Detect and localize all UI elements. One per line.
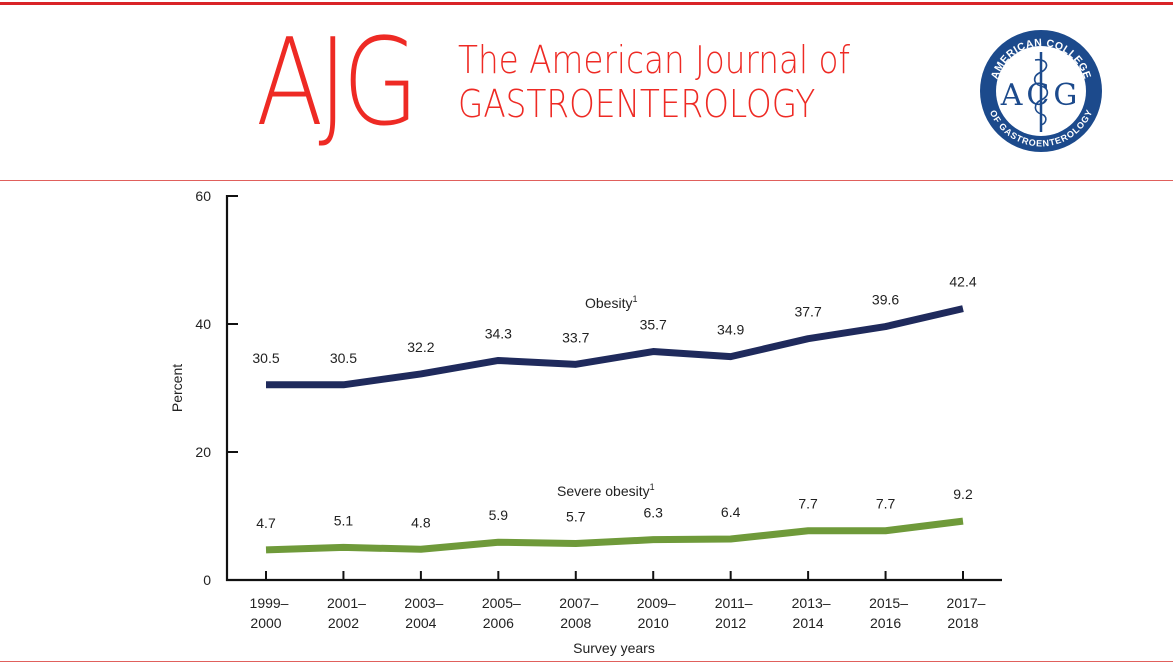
acg-seal-logo: AMERICAN COLLEGE OF GASTROENTEROLOGY ACG [980, 30, 1102, 152]
data-label: 42.4 [949, 274, 976, 290]
y-tick-label: 40 [195, 316, 211, 332]
data-label: 5.1 [334, 512, 354, 528]
data-label: 32.2 [407, 339, 434, 355]
value-labels: 30.5 30.5 32.2 34.3 33.7 35.7 34.9 37.7 39.6 42.4… [252, 274, 976, 531]
x-tick-label: 2013– 2014 [792, 595, 831, 631]
data-label: 33.7 [562, 329, 589, 345]
series-name-label: Severe obesity1 [557, 482, 655, 499]
chart-axes [225, 195, 1002, 582]
y-axis-label: Percent [169, 364, 185, 412]
x-tick-label: 2011– 2012 [715, 595, 753, 631]
footer-rule [0, 661, 1173, 662]
x-axis-label: Survey years [573, 640, 655, 656]
header-divider [0, 180, 1173, 181]
data-label: 35.7 [640, 317, 667, 333]
data-label: 6.3 [643, 505, 663, 521]
data-label: 6.4 [721, 504, 741, 520]
series-names: Obesity1 Severe obesity1 [557, 294, 655, 499]
data-label: 34.3 [485, 325, 512, 341]
data-label: 34.9 [717, 322, 744, 338]
data-label: 7.7 [798, 496, 818, 512]
y-tick-label: 0 [203, 572, 211, 588]
data-label: 39.6 [872, 292, 899, 308]
seal-center-text: ACG [1000, 78, 1082, 113]
journal-title-line1: The American Journal of [458, 38, 850, 82]
data-label: 30.5 [252, 350, 279, 366]
x-tick-label: 2007– 2008 [559, 595, 598, 631]
journal-title-line2: GASTROENTEROLOGY [458, 82, 816, 126]
data-label: 5.7 [566, 509, 586, 525]
x-tick-label: 2001– 2002 [327, 595, 366, 631]
line-chart: 0 20 40 60 1999– 2000 2001– 2002 2003– 2004 2005–… [169, 188, 1002, 656]
y-tick-label: 20 [195, 444, 211, 460]
journal-title: The American Journal of GASTROENTEROLOGY [458, 38, 850, 126]
x-tick-label: 1999– 2000 [250, 595, 289, 631]
y-tick-label: 60 [195, 188, 211, 204]
x-tick-label: 2003– 2004 [404, 595, 443, 631]
data-label: 30.5 [330, 350, 357, 366]
series-line-obesity [266, 305, 964, 389]
x-tick-label: 2005– 2006 [482, 595, 521, 631]
data-label: 4.8 [411, 514, 431, 530]
y-axis-ticks: 0 20 40 60 [195, 188, 238, 588]
data-label: 7.7 [876, 496, 896, 512]
series-lines [265, 305, 964, 554]
x-tick-label: 2015– 2016 [869, 595, 908, 631]
x-tick-label: 2009– 2010 [637, 595, 676, 631]
series-line-severe-obesity [265, 517, 964, 554]
data-label: 37.7 [794, 304, 821, 320]
header-top-rule [0, 2, 1173, 5]
data-label: 9.2 [953, 486, 973, 502]
series-name-label: Obesity1 [585, 294, 637, 311]
data-label: 4.7 [256, 515, 276, 531]
x-tick-label: 2017– 2018 [947, 595, 986, 631]
caduceus-icon [1033, 52, 1049, 132]
ajg-logo: AJG [256, 14, 419, 153]
x-axis-ticks: 1999– 2000 2001– 2002 2003– 2004 2005– 2006 2007… [250, 571, 986, 631]
data-label: 5.9 [489, 507, 509, 523]
